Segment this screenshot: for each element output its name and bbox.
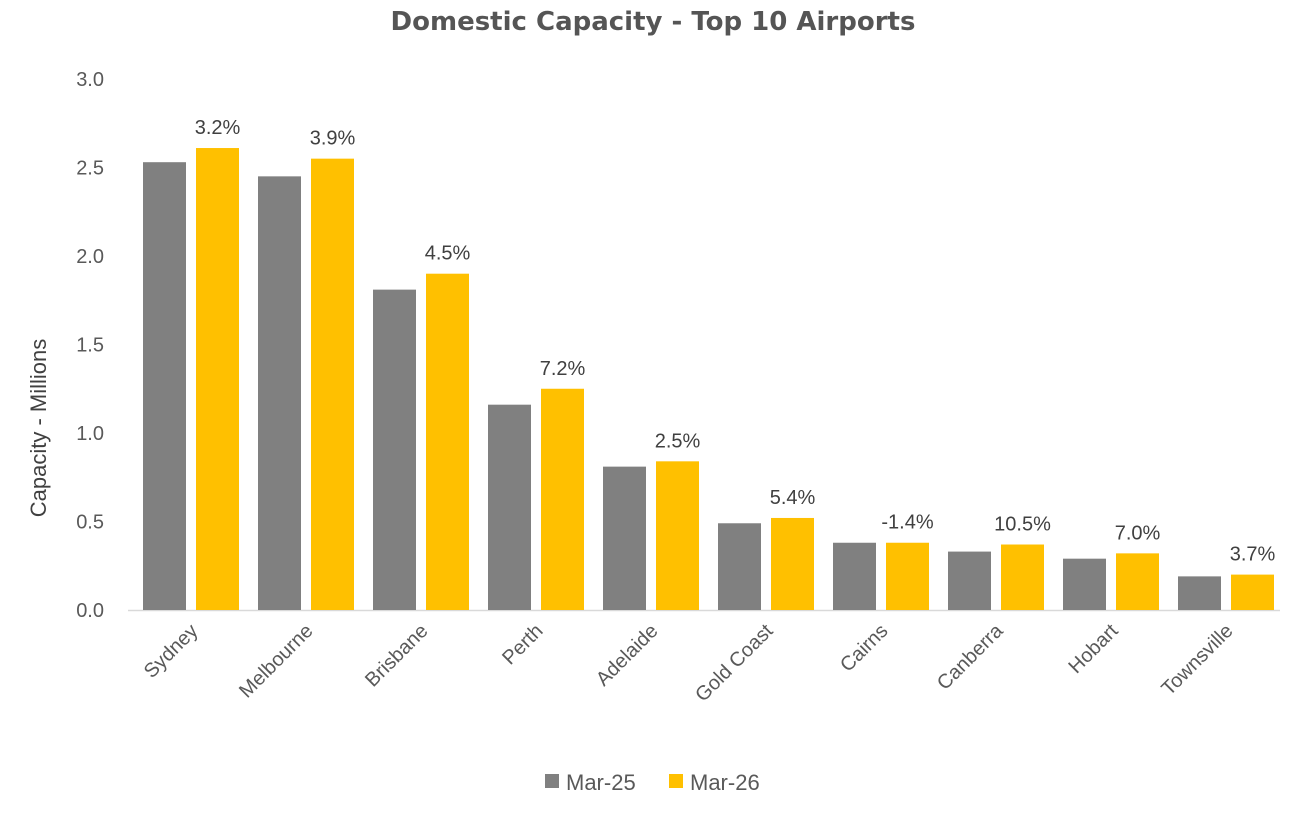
data-label: 5.4% bbox=[770, 487, 816, 509]
x-tick-label: Brisbane bbox=[361, 620, 432, 691]
data-label: 3.2% bbox=[195, 117, 241, 139]
y-tick-label: 0.5 bbox=[76, 512, 104, 534]
legend: Mar-25 Mar-26 bbox=[545, 770, 760, 795]
bar-mar-26-sydney bbox=[196, 148, 239, 610]
data-label: 7.0% bbox=[1115, 522, 1161, 544]
data-label: 4.5% bbox=[425, 243, 471, 265]
y-tick-label: 1.5 bbox=[76, 335, 104, 357]
bar-mar-26-melbourne bbox=[311, 158, 354, 610]
x-tick-label: Melbourne bbox=[235, 620, 317, 702]
bar-mar-26-cairns bbox=[886, 542, 929, 610]
data-label: 7.2% bbox=[540, 358, 586, 380]
bar-mar-26-brisbane bbox=[426, 273, 469, 610]
bar-mar-26-perth bbox=[541, 388, 584, 610]
legend-label: Mar-25 bbox=[566, 770, 636, 795]
data-label: 10.5% bbox=[994, 514, 1051, 536]
data-label: 3.9% bbox=[310, 128, 356, 150]
y-tick-label: 3.0 bbox=[76, 69, 104, 91]
legend-swatch bbox=[669, 774, 683, 788]
bar-mar-25-adelaide bbox=[603, 466, 646, 610]
x-tick-label: Adelaide bbox=[592, 620, 663, 691]
x-tick-label: Perth bbox=[498, 620, 547, 669]
chart-title: Domestic Capacity - Top 10 Airports bbox=[391, 7, 916, 37]
bar-mar-26-gold-coast bbox=[771, 517, 814, 610]
data-label: 2.5% bbox=[655, 430, 701, 452]
y-tick-label: 0.0 bbox=[76, 600, 104, 622]
bar-mar-25-townsville bbox=[1178, 576, 1221, 610]
bar-mar-25-hobart bbox=[1063, 558, 1106, 610]
bar-mar-26-townsville bbox=[1231, 574, 1274, 610]
bar-mar-25-melbourne bbox=[258, 176, 301, 610]
x-tick-label: Townsville bbox=[1158, 620, 1238, 700]
y-tick-label: 2.0 bbox=[76, 246, 104, 268]
bar-mar-25-gold-coast bbox=[718, 523, 761, 610]
y-axis-label: Capacity - Millions bbox=[26, 339, 51, 518]
bar-mar-26-canberra bbox=[1001, 544, 1044, 610]
y-tick-label: 2.5 bbox=[76, 158, 104, 180]
x-tick-label: Gold Coast bbox=[691, 620, 778, 707]
x-tick-label: Sydney bbox=[140, 620, 203, 683]
bar-mar-25-cairns bbox=[833, 542, 876, 610]
bar-mar-25-canberra bbox=[948, 551, 991, 610]
x-tick-label: Cairns bbox=[836, 620, 892, 676]
bar-mar-25-sydney bbox=[143, 162, 186, 610]
data-label: -1.4% bbox=[881, 512, 933, 534]
bar-mar-25-perth bbox=[488, 404, 531, 610]
x-tick-label: Hobart bbox=[1065, 620, 1123, 678]
data-label: 3.7% bbox=[1230, 544, 1276, 566]
bar-mar-25-brisbane bbox=[373, 289, 416, 610]
y-tick-label: 1.0 bbox=[76, 423, 104, 445]
legend-label: Mar-26 bbox=[690, 770, 760, 795]
legend-swatch bbox=[545, 774, 559, 788]
bar-mar-26-hobart bbox=[1116, 553, 1159, 610]
bar-mar-26-adelaide bbox=[656, 461, 699, 610]
x-tick-label: Canberra bbox=[933, 619, 1008, 694]
